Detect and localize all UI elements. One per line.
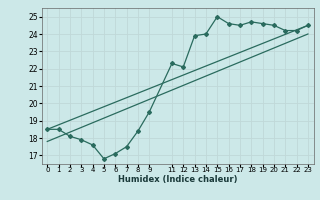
- X-axis label: Humidex (Indice chaleur): Humidex (Indice chaleur): [118, 175, 237, 184]
